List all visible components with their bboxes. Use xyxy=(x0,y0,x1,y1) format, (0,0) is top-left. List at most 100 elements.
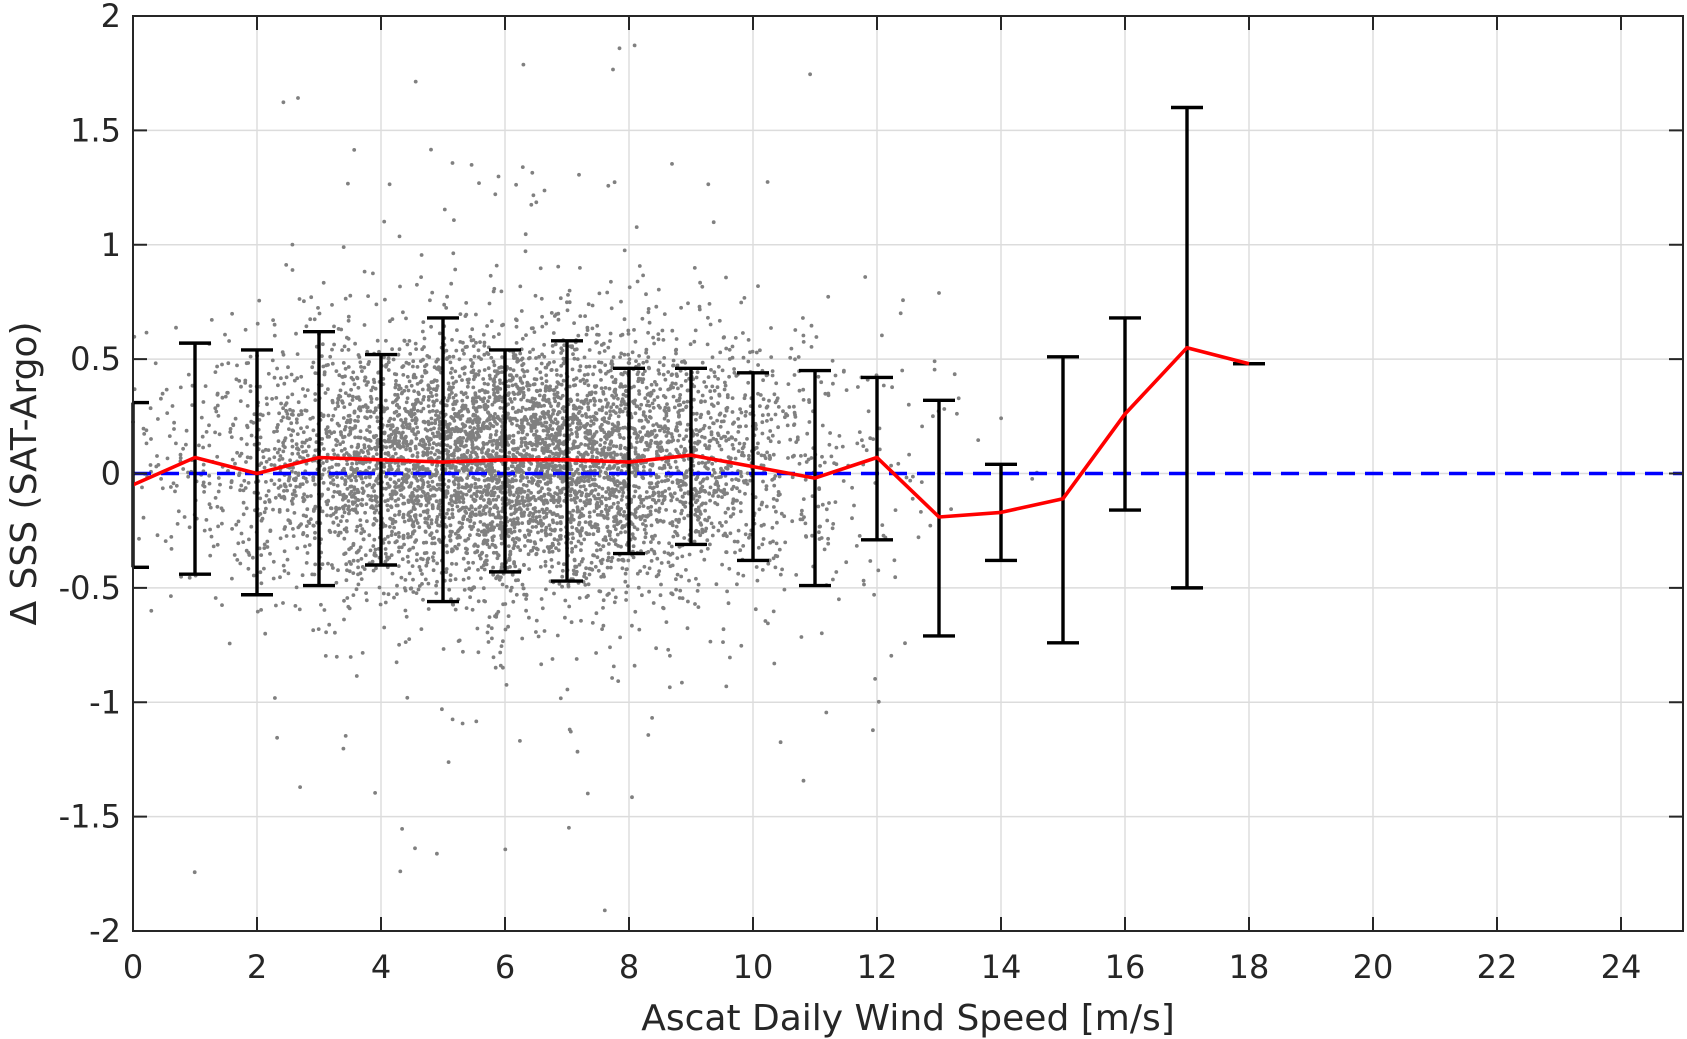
scatter-point xyxy=(618,410,622,414)
scatter-point xyxy=(681,400,686,405)
scatter-point xyxy=(778,740,783,745)
scatter-point xyxy=(553,417,558,422)
scatter-point xyxy=(435,384,440,388)
scatter-point xyxy=(724,482,729,487)
scatter-point xyxy=(431,568,436,573)
scatter-point xyxy=(604,503,609,508)
scatter-point xyxy=(273,495,278,500)
scatter-point xyxy=(411,359,416,364)
scatter-point xyxy=(662,312,667,316)
scatter-point xyxy=(266,411,271,416)
scatter-point xyxy=(360,497,365,502)
scatter-point xyxy=(220,362,224,367)
scatter-point xyxy=(519,444,523,448)
scatter-point xyxy=(286,365,290,370)
scatter-point xyxy=(651,493,655,498)
scatter-point xyxy=(483,511,488,516)
scatter-point xyxy=(367,444,371,449)
scatter-point xyxy=(382,625,387,630)
scatter-point xyxy=(247,537,251,542)
scatter-point xyxy=(282,489,286,493)
scatter-point xyxy=(434,464,439,468)
scatter-point xyxy=(576,476,580,481)
scatter-point xyxy=(289,421,294,426)
scatter-point xyxy=(621,558,626,563)
scatter-point xyxy=(405,342,410,347)
scatter-point xyxy=(498,406,503,410)
scatter-point xyxy=(655,449,659,454)
scatter-point xyxy=(583,487,588,492)
scatter-point xyxy=(432,493,437,498)
scatter-point xyxy=(321,481,326,485)
scatter-point xyxy=(612,490,616,494)
scatter-point xyxy=(578,484,583,489)
scatter-point xyxy=(644,490,649,494)
scatter-point xyxy=(501,639,505,644)
scatter-point xyxy=(343,482,347,487)
scatter-point xyxy=(407,637,412,641)
scatter-point xyxy=(527,615,531,620)
scatter-point xyxy=(343,374,347,379)
scatter-point xyxy=(572,377,576,382)
scatter-point xyxy=(275,735,279,740)
scatter-point xyxy=(552,396,557,401)
scatter-point xyxy=(593,390,598,395)
scatter-point xyxy=(486,624,491,628)
scatter-point xyxy=(871,728,875,733)
scatter-point xyxy=(469,527,474,531)
scatter-point xyxy=(239,483,244,488)
scatter-point xyxy=(586,383,591,388)
scatter-point xyxy=(332,342,336,347)
scatter-point xyxy=(572,471,577,476)
scatter-point xyxy=(550,464,555,469)
scatter-point xyxy=(595,323,600,328)
scatter-point xyxy=(333,630,337,635)
scatter-point xyxy=(608,409,612,414)
scatter-point xyxy=(511,390,516,395)
scatter-point xyxy=(319,602,323,607)
scatter-point xyxy=(544,587,548,592)
scatter-point xyxy=(394,481,398,486)
scatter-point xyxy=(715,481,719,485)
scatter-point xyxy=(569,540,574,545)
scatter-point xyxy=(481,377,486,381)
scatter-point xyxy=(293,470,298,475)
scatter-point xyxy=(771,609,776,614)
scatter-point xyxy=(304,561,309,565)
scatter-point xyxy=(407,548,411,553)
scatter-point xyxy=(489,489,494,494)
scatter-point xyxy=(396,352,401,357)
scatter-point xyxy=(465,419,470,424)
scatter-point xyxy=(535,438,540,442)
scatter-point xyxy=(616,544,621,548)
scatter-point xyxy=(423,516,428,521)
scatter-point xyxy=(389,496,393,500)
scatter-point xyxy=(597,291,602,296)
scatter-point xyxy=(545,500,550,505)
scatter-point xyxy=(477,467,481,472)
scatter-point xyxy=(397,509,402,514)
scatter-point xyxy=(404,385,409,389)
scatter-point xyxy=(622,248,627,253)
scatter-point xyxy=(340,400,345,405)
scatter-point xyxy=(640,316,645,321)
scatter-point xyxy=(580,413,585,418)
scatter-point xyxy=(363,436,367,441)
scatter-point xyxy=(419,379,424,383)
scatter-point xyxy=(518,739,522,743)
scatter-point xyxy=(572,321,576,325)
scatter-point xyxy=(608,565,613,570)
scatter-point xyxy=(488,433,493,437)
scatter-point xyxy=(414,591,419,595)
scatter-point xyxy=(651,405,656,410)
scatter-point xyxy=(523,249,528,254)
scatter-point xyxy=(534,467,539,471)
scatter-point xyxy=(893,508,898,512)
scatter-point xyxy=(819,631,824,636)
scatter-point xyxy=(744,410,748,414)
scatter-point xyxy=(547,523,552,528)
scatter-point xyxy=(489,319,494,323)
scatter-point xyxy=(711,525,716,529)
scatter-point xyxy=(471,344,476,348)
scatter-point xyxy=(446,381,451,386)
